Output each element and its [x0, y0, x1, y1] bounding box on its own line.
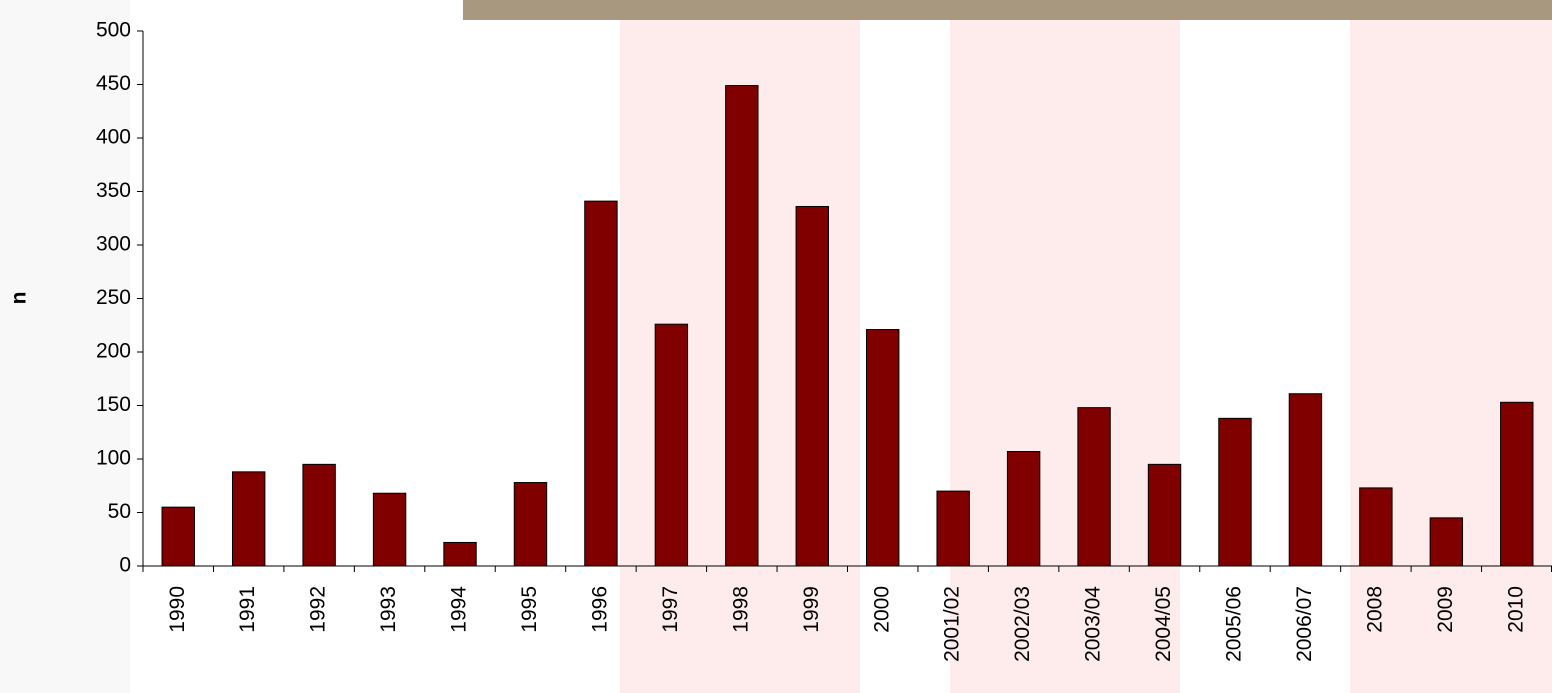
bar — [866, 329, 900, 567]
bar — [1359, 487, 1393, 567]
bar — [443, 541, 477, 567]
x-tick-label: 1999 — [800, 586, 823, 633]
y-tick-label: 150 — [96, 393, 131, 416]
bar — [795, 205, 829, 567]
x-tick-label: 2008 — [1363, 586, 1386, 633]
background-shade — [1350, 20, 1552, 693]
x-tick-label: 1997 — [659, 586, 682, 633]
y-tick-label: 300 — [96, 233, 131, 256]
bar — [372, 492, 407, 567]
x-tick-label: 1991 — [236, 586, 259, 633]
x-tick-label: 2005/06 — [1223, 586, 1246, 662]
y-tick-label: 500 — [96, 19, 131, 42]
bar — [161, 506, 195, 567]
y-tick-label: 200 — [96, 340, 131, 363]
x-tick-label: 2000 — [870, 586, 893, 633]
x-tick-label: 2009 — [1434, 586, 1457, 633]
x-tick-label: 1996 — [588, 586, 611, 633]
x-tick-label: 1995 — [518, 586, 541, 633]
bar — [1429, 517, 1464, 567]
bar — [1218, 417, 1252, 567]
bar — [1147, 463, 1182, 567]
x-tick-label: 1998 — [729, 586, 752, 633]
x-tick-label: 2003/04 — [1082, 586, 1105, 662]
y-tick-label: 0 — [119, 554, 131, 577]
x-tick-label: 2004/05 — [1152, 586, 1175, 662]
bar — [1500, 401, 1534, 567]
y-tick-label: 250 — [96, 286, 131, 309]
bar — [584, 200, 618, 567]
x-tick-label: 1990 — [166, 586, 189, 633]
bar — [302, 463, 336, 567]
x-tick-label: 2006/07 — [1293, 586, 1316, 662]
bar — [1077, 407, 1111, 567]
x-tick-label: 2002/03 — [1011, 586, 1034, 662]
photo-strip — [463, 0, 1552, 20]
y-tick-label: 400 — [96, 126, 131, 149]
bar — [936, 490, 970, 567]
x-tick-label: 2010 — [1504, 586, 1527, 633]
x-tick-label: 1993 — [377, 586, 400, 633]
y-tick-label: 450 — [96, 72, 131, 95]
bar — [725, 85, 759, 567]
y-tick-label: 50 — [108, 500, 131, 523]
bar — [654, 323, 689, 567]
y-tick-label: 100 — [96, 447, 131, 470]
x-tick-label: 2001/02 — [941, 586, 964, 662]
background-shade — [950, 20, 1180, 693]
bar — [1006, 451, 1041, 567]
bar — [1288, 393, 1323, 567]
bar — [513, 482, 548, 567]
x-tick-label: 1992 — [307, 586, 330, 633]
y-axis-label: n — [8, 292, 31, 305]
background-shade — [0, 0, 130, 693]
x-tick-label: 1994 — [448, 586, 471, 633]
bar — [231, 471, 266, 567]
y-tick-label: 350 — [96, 179, 131, 202]
